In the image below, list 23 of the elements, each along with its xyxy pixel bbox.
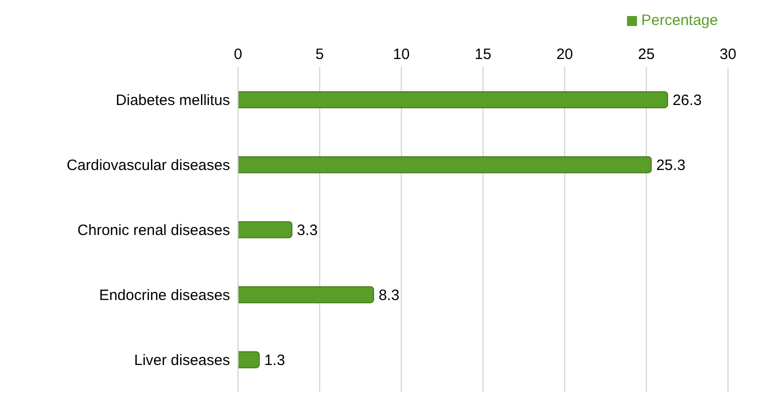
x-tick-label: 15: [474, 46, 492, 63]
bar: [238, 351, 260, 368]
y-tick-label: Cardiovascular diseases: [66, 156, 230, 174]
bar: [238, 221, 292, 238]
x-tick-label: 10: [392, 46, 410, 63]
y-tick-label: Diabetes mellitus: [116, 92, 230, 109]
x-tick-label: 20: [556, 46, 574, 63]
x-tick-label: 25: [638, 46, 655, 63]
y-tick-label: Liver diseases: [134, 352, 230, 369]
data-label: 8.3: [378, 287, 400, 304]
bar: [238, 156, 652, 174]
data-label: 3.3: [296, 222, 318, 240]
bar: [238, 286, 374, 304]
data-label: 25.3: [656, 157, 686, 174]
x-tick-label: 30: [720, 46, 736, 63]
bar: [238, 91, 668, 108]
x-tick-label: 5: [315, 46, 324, 63]
data-label: 1.3: [264, 352, 286, 370]
y-tick-label: Chronic renal diseases: [77, 222, 230, 239]
data-label: 26.3: [672, 92, 702, 110]
y-tick-label: Endocrine diseases: [99, 286, 230, 304]
legend-label: Percentage: [641, 12, 718, 29]
x-tick-label: 0: [234, 46, 242, 63]
